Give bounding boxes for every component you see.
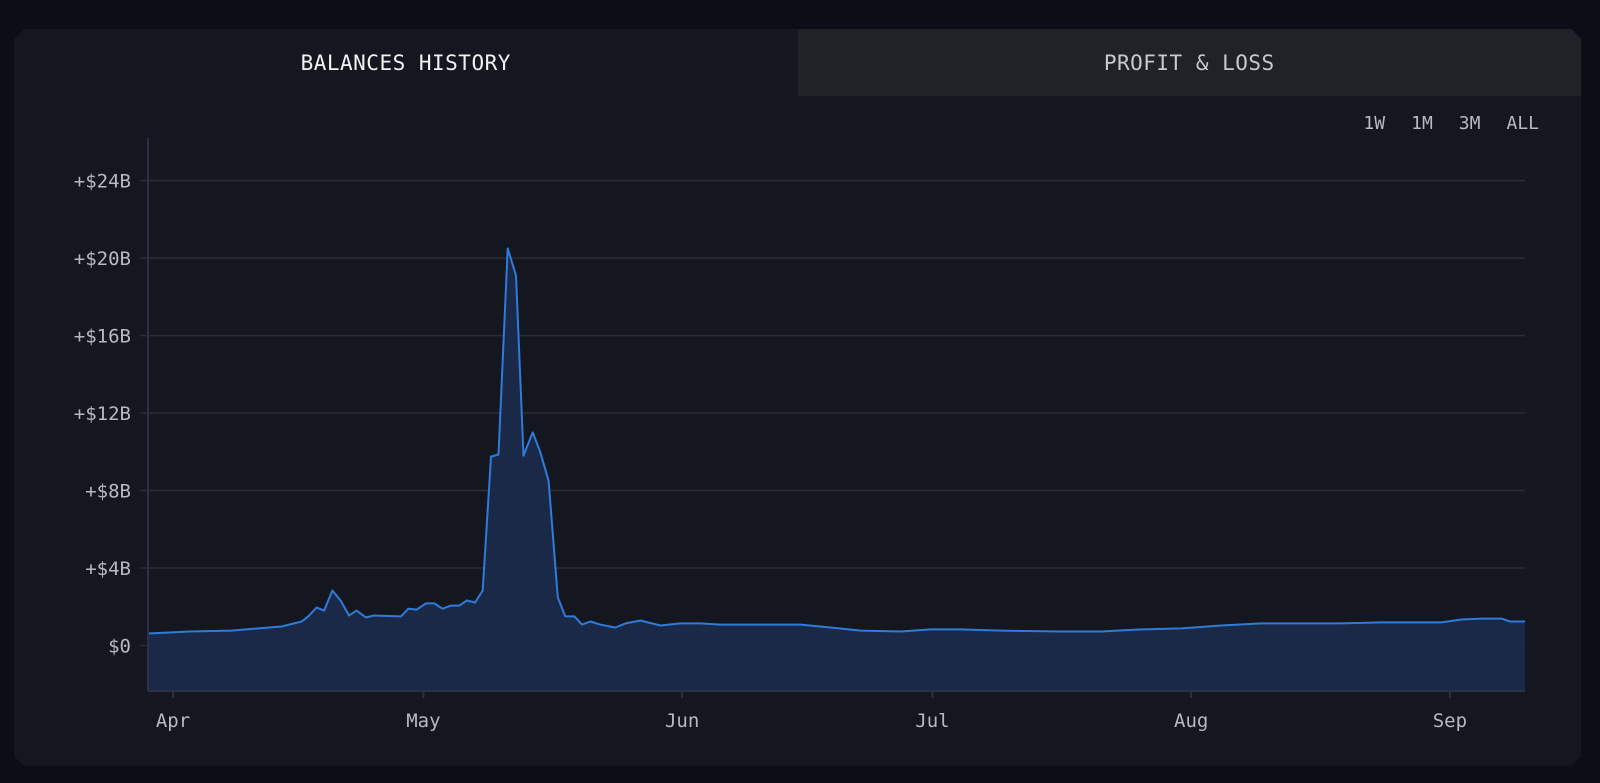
y-tick-label: +$20B	[74, 248, 131, 270]
gridlines	[140, 179, 1525, 647]
x-tick-label: Aug	[1174, 710, 1208, 732]
y-tick-label: +$8B	[85, 481, 131, 503]
x-tick-label: Apr	[156, 710, 190, 732]
x-tick-label: May	[406, 710, 440, 732]
range-1w-button[interactable]: 1W	[1363, 113, 1386, 134]
range-all-button[interactable]: ALL	[1506, 113, 1539, 134]
x-tick-label: Jul	[915, 710, 949, 732]
tab-profit-loss[interactable]: PROFIT & LOSS	[798, 29, 1582, 96]
y-axis-ticks: +$24B +$20B +$16B +$12B +$8B +$4B $0	[74, 171, 131, 658]
y-tick-label: +$24B	[74, 171, 131, 193]
time-range-selector: 1W 1M 3M ALL	[1363, 113, 1539, 134]
y-tick-label: $0	[108, 635, 131, 657]
tab-bar: BALANCES HISTORY PROFIT & LOSS	[14, 29, 1581, 96]
x-tick-label: Sep	[1433, 710, 1467, 732]
y-tick-label: +$12B	[74, 403, 131, 425]
y-tick-label: +$16B	[74, 326, 131, 348]
balance-line	[147, 247, 1525, 635]
y-tick-label: +$4B	[85, 558, 131, 580]
x-tick-label: Jun	[665, 710, 699, 732]
range-3m-button[interactable]: 3M	[1458, 113, 1481, 134]
balance-area-fill	[148, 248, 1525, 691]
range-1m-button[interactable]: 1M	[1411, 113, 1433, 134]
x-axis-ticks: Apr May Jun Jul Aug Sep	[156, 691, 1467, 732]
tab-balances-history[interactable]: BALANCES HISTORY	[300, 50, 511, 75]
